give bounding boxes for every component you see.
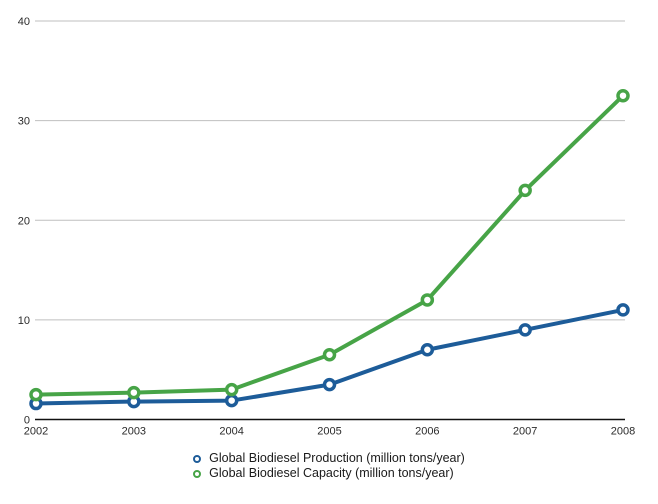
y-tick-label-10: 10 <box>18 315 30 327</box>
data-point-0-2006 <box>420 343 435 357</box>
data-point-1-2008 <box>616 88 630 103</box>
data-point-1-2007 <box>518 183 532 198</box>
legend-item-production: Global Biodiesel Production (million ton… <box>193 451 465 466</box>
y-tick-label-30: 30 <box>18 116 30 128</box>
data-point-1-2006 <box>420 293 435 307</box>
production-series-marker-icon <box>193 454 202 463</box>
x-tick-label-2003: 2003 <box>122 426 146 438</box>
x-tick-label-2008: 2008 <box>611 426 635 438</box>
y-tick-label-40: 40 <box>18 16 30 28</box>
chart-legend-items: Global Biodiesel Production (million ton… <box>193 451 465 481</box>
x-tick-label-2005: 2005 <box>317 426 341 438</box>
x-tick-label-2002: 2002 <box>24 426 48 438</box>
data-point-0-2008 <box>616 303 630 317</box>
legend-item-capacity: Global Biodiesel Capacity (million tons/… <box>193 466 454 481</box>
capacity-series-marker-icon <box>193 469 202 478</box>
data-point-1-2003 <box>127 385 141 400</box>
x-tick-label-2004: 2004 <box>219 426 243 438</box>
data-point-0-2005 <box>322 377 337 392</box>
chart-canvas: 0 10 20 30 40 2002 2003 2004 2005 2006 2007 2008 <box>18 16 635 438</box>
x-tick-label-2006: 2006 <box>415 426 439 438</box>
data-point-1-2002 <box>29 387 43 402</box>
data-point-1-2004 <box>224 382 239 397</box>
x-tick-label-2007: 2007 <box>513 426 537 438</box>
data-point-0-2004 <box>224 393 239 408</box>
legend-label-capacity: Global Biodiesel Capacity (million tons/… <box>209 466 454 480</box>
legend-label-production: Global Biodiesel Production (million ton… <box>209 451 465 465</box>
data-point-0-2007 <box>518 323 532 337</box>
y-tick-label-0: 0 <box>24 415 30 427</box>
y-tick-label-20: 20 <box>18 215 30 227</box>
data-point-1-2005 <box>322 347 337 362</box>
chart-legend: Global Biodiesel Production (million ton… <box>0 451 658 481</box>
